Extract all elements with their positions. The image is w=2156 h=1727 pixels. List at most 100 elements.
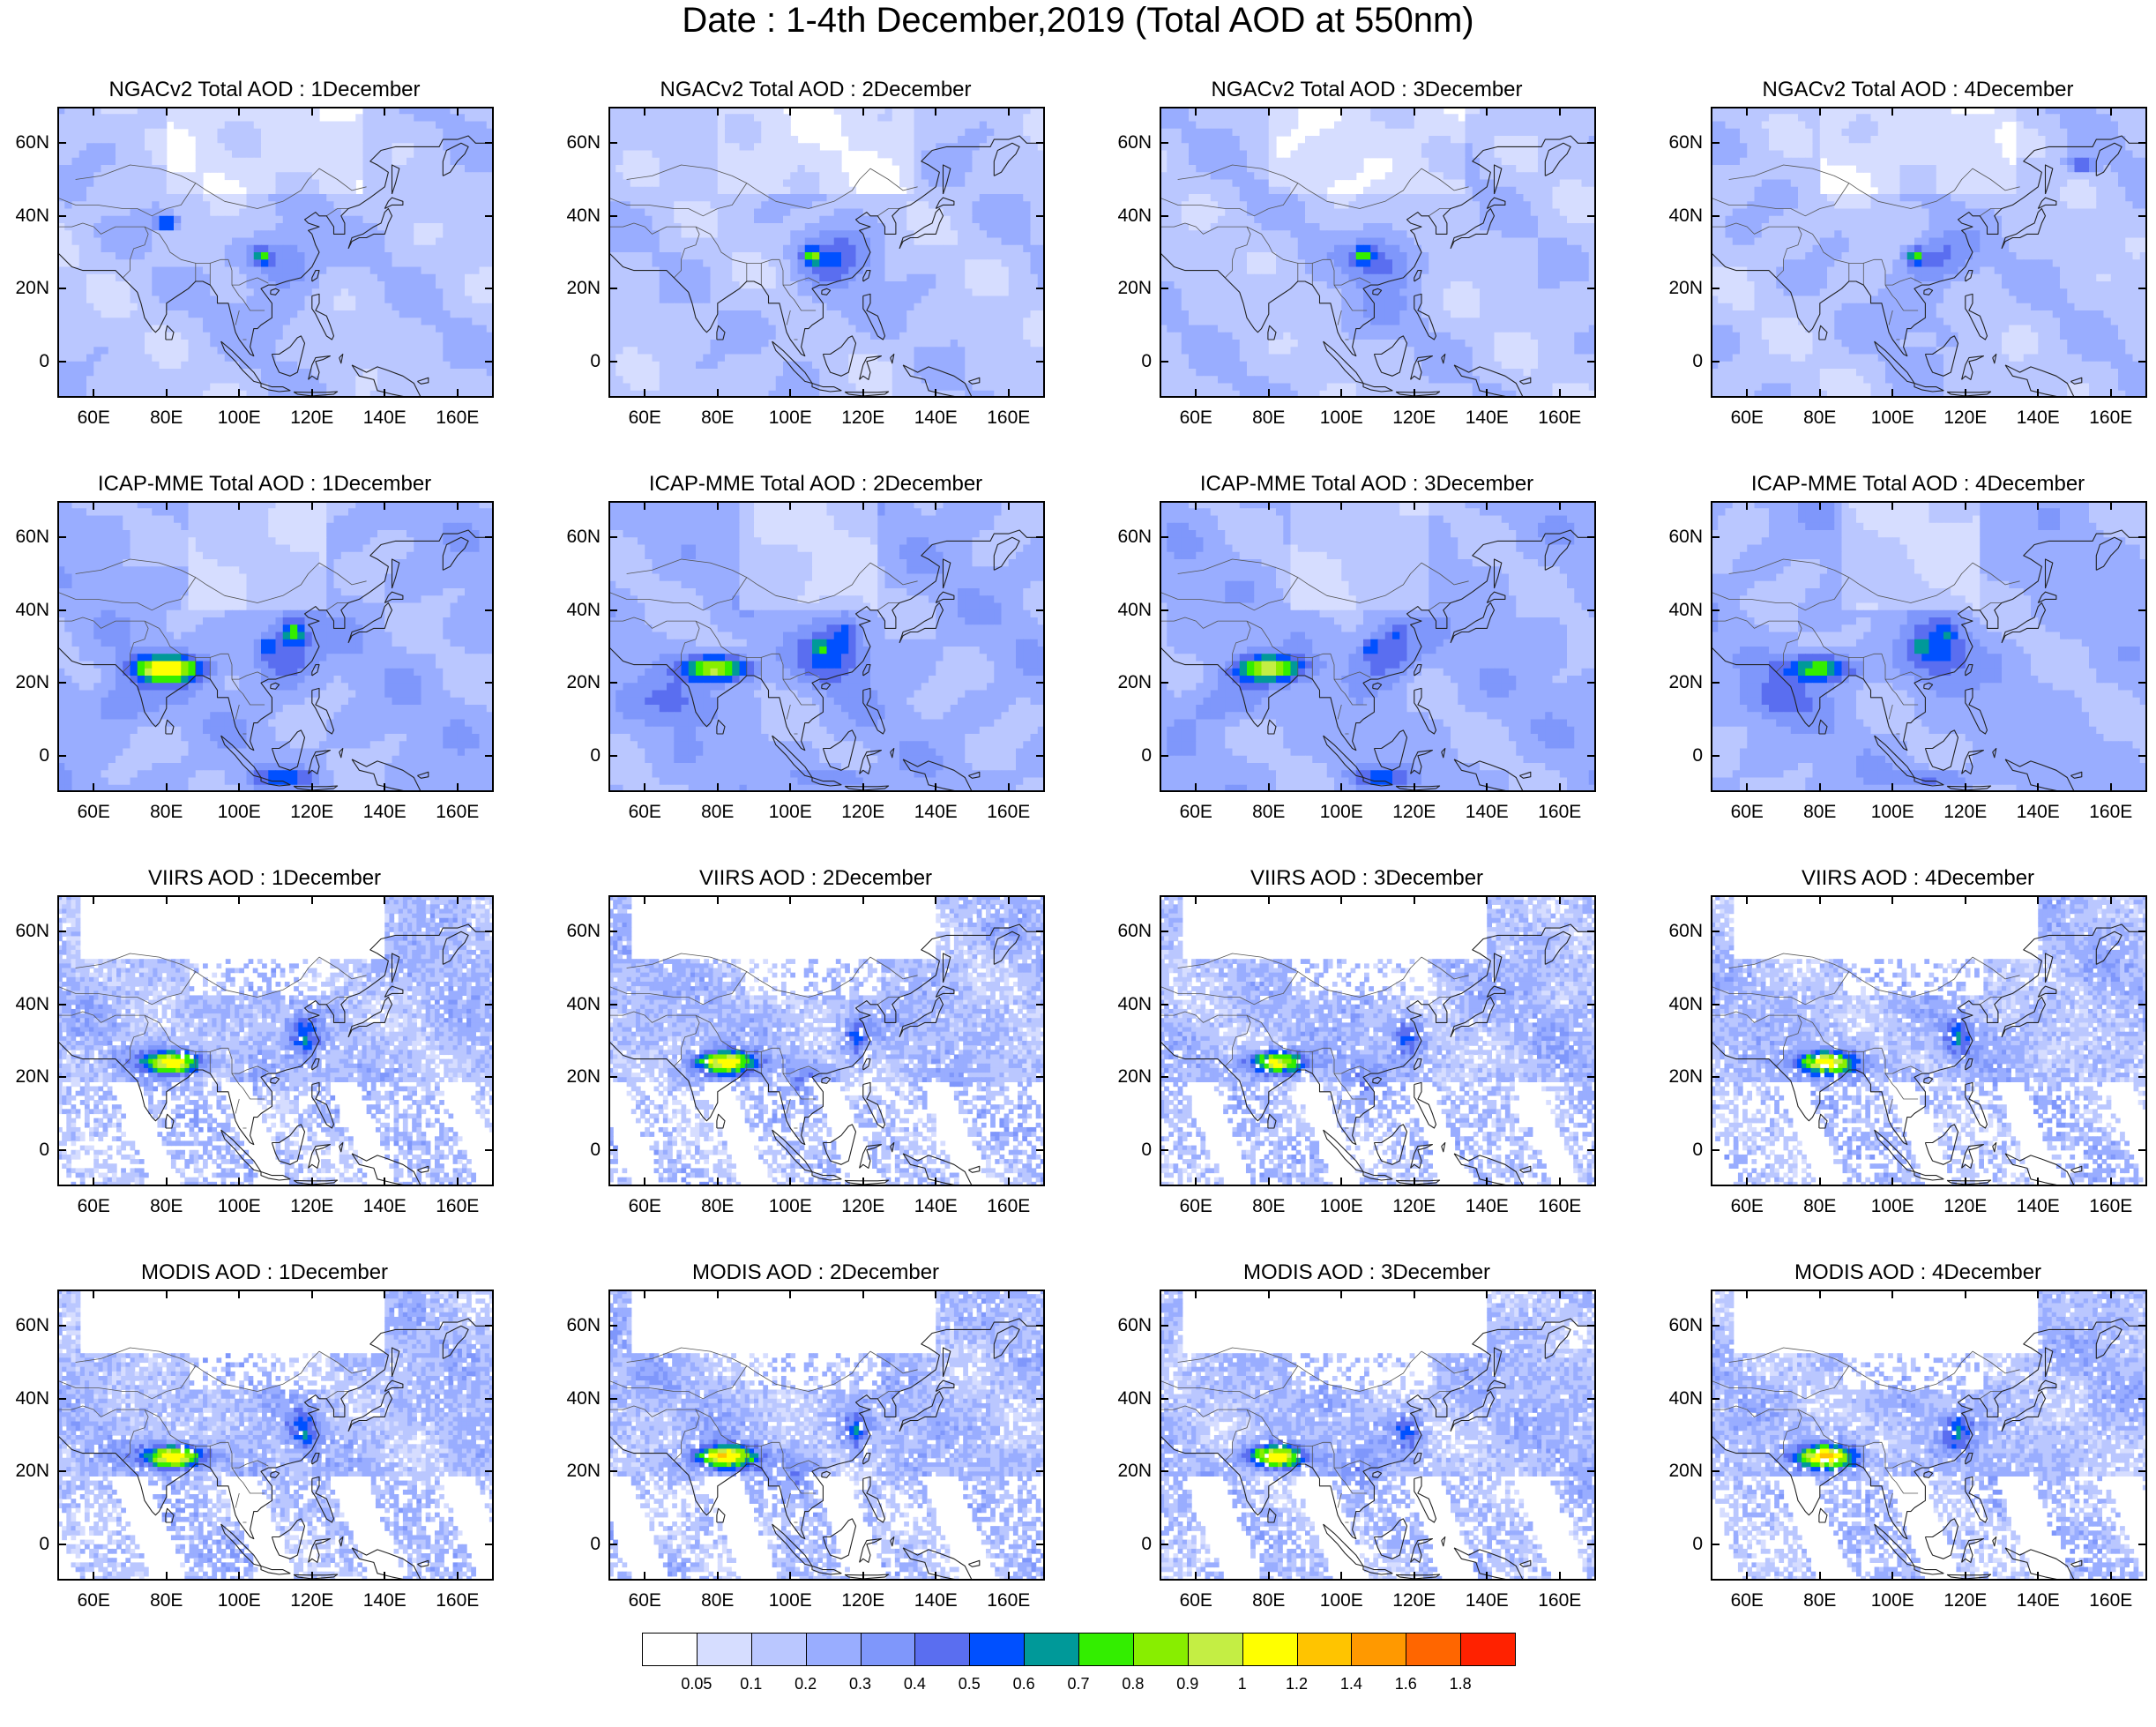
lon-tick-label: 120E [1379,408,1450,428]
lon-tick-label: 140E [900,1591,971,1611]
lat-tick-mark [1711,288,1720,290]
lat-tick-mark [1711,1470,1720,1473]
aod-field [57,107,494,398]
figure-title: Date : 1-4th December,2019 (Total AOD at… [0,0,2156,41]
lat-tick-label: 60N [1653,133,1703,153]
lon-tick-mark [1007,501,1010,510]
lat-tick-label: 0 [1102,1140,1152,1160]
lon-tick-mark [1267,895,1270,904]
lon-tick-mark [1558,107,1561,116]
lon-tick-mark [310,107,313,116]
lon-tick-mark [1558,1178,1561,1186]
colorbar-swatch [750,1633,807,1666]
lon-tick-label: 120E [828,1591,899,1611]
lon-tick-mark [1413,107,1415,116]
lat-tick-label: 20N [1102,673,1152,692]
lon-tick-mark [238,501,241,510]
lon-tick-mark [1486,501,1488,510]
lat-tick-label: 0 [0,351,49,371]
lat-tick-label: 60N [1653,1316,1703,1335]
lat-tick-label: 60N [0,527,49,547]
lon-tick-mark [1267,501,1270,510]
lon-tick-mark [1486,1572,1488,1581]
lat-tick-mark [1160,1397,1168,1400]
lon-tick-label: 80E [131,408,202,428]
lon-tick-mark [2109,1572,2112,1581]
lon-tick-mark [93,1178,95,1186]
map-svg [1711,895,2147,1186]
map-panel-viirs-day1: VIIRS AOD : 1December 60N 40N 20N 0 60E 80E 100… [0,866,529,1237]
lat-tick-mark [608,288,617,290]
lat-tick-mark [1587,1325,1596,1327]
lat-tick-mark [485,360,494,363]
lat-tick-mark [57,142,66,145]
lon-tick-mark [1964,1290,1966,1298]
lon-tick-label: 100E [755,803,825,822]
map-panel-ngac-day4: NGACv2 Total AOD : 4December 60N 40N 20N 0 60… [1653,78,2156,448]
lon-tick-label: 160E [974,1197,1044,1216]
lat-tick-label: 0 [1653,1534,1703,1554]
lon-tick-mark [165,783,168,792]
lon-tick-mark [456,783,459,792]
lon-tick-label: 140E [349,1591,420,1611]
colorbar-label: 0.5 [943,1675,996,1693]
lon-tick-label: 60E [1712,408,1782,428]
lon-tick-mark [1413,1178,1415,1186]
lon-tick-mark [716,389,719,398]
lat-tick-mark [1711,1325,1720,1327]
lon-tick-mark [1267,107,1270,116]
lon-tick-mark [935,1572,937,1581]
lat-tick-mark [1160,609,1168,611]
lat-tick-mark [1711,682,1720,684]
lat-tick-label: 40N [1102,994,1152,1014]
lon-tick-mark [1818,895,1821,904]
lon-tick-mark [1007,895,1010,904]
lon-tick-mark [1486,107,1488,116]
lon-tick-mark [644,1572,646,1581]
lat-tick-mark [1036,609,1045,611]
lon-tick-mark [1195,1572,1197,1581]
lon-tick-label: 160E [974,1591,1044,1611]
lat-tick-mark [1587,288,1596,290]
colorbar-swatch [969,1633,1026,1666]
lon-tick-mark [1195,107,1197,116]
lon-tick-mark [93,107,95,116]
lon-tick-mark [456,895,459,904]
lat-tick-mark [2138,536,2147,539]
lon-tick-label: 120E [1379,1591,1450,1611]
lon-tick-mark [1413,501,1415,510]
lat-tick-mark [1036,142,1045,145]
lon-tick-mark [1818,107,1821,116]
lat-tick-mark [1160,536,1168,539]
lon-tick-label: 100E [1306,1591,1376,1611]
lat-tick-mark [608,1470,617,1473]
lon-tick-mark [384,1290,386,1298]
lon-tick-mark [935,783,937,792]
lon-tick-mark [384,389,386,398]
lon-tick-label: 120E [1930,1591,2001,1611]
lon-tick-mark [310,501,313,510]
panel-title: ICAP-MME Total AOD : 1December [0,472,529,497]
lon-tick-label: 80E [1234,1197,1304,1216]
lat-tick-label: 60N [1102,1316,1152,1335]
coastlines [1160,1318,1596,1581]
lat-tick-mark [485,931,494,933]
lon-tick-mark [1413,895,1415,904]
lat-tick-mark [608,1397,617,1400]
lon-tick-mark [644,783,646,792]
lon-tick-mark [644,1178,646,1186]
lon-tick-label: 60E [609,1197,680,1216]
lat-tick-mark [1036,360,1045,363]
coastlines [1160,529,1596,792]
lat-tick-mark [57,1003,66,1006]
lon-tick-mark [310,895,313,904]
map-svg [1160,501,1596,792]
lat-tick-label: 60N [551,922,601,941]
lon-tick-mark [93,389,95,398]
panel-title: MODIS AOD : 3December [1102,1260,1631,1285]
panel-title: ICAP-MME Total AOD : 4December [1653,472,2156,497]
lon-tick-mark [1340,1572,1343,1581]
colorbar-label: 0.7 [1052,1675,1105,1693]
lon-tick-mark [1558,501,1561,510]
lat-tick-mark [608,1325,617,1327]
